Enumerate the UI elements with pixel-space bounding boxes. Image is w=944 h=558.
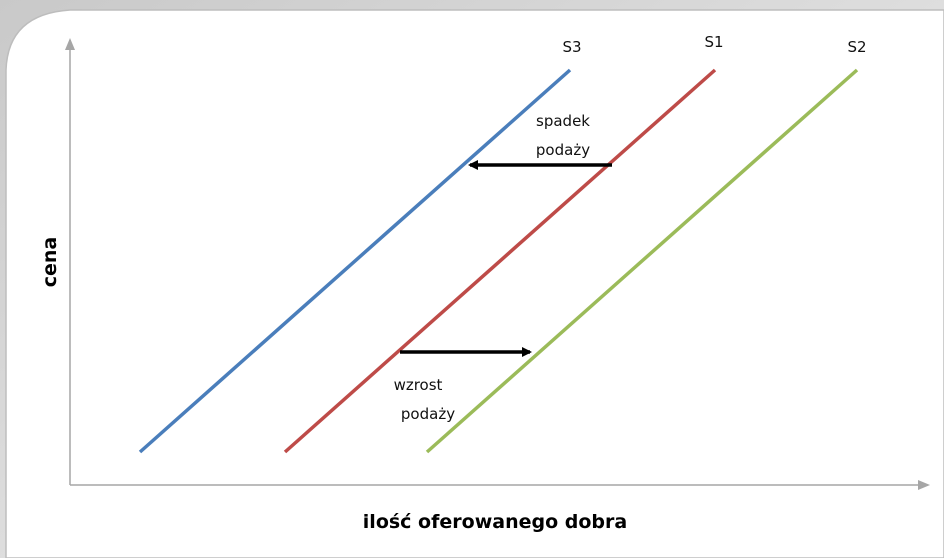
annotation: wzrost [394, 376, 443, 394]
annotation: podaży [401, 405, 455, 423]
curve-label: S1 [704, 33, 723, 51]
curve-label: S3 [562, 38, 581, 56]
supply-curve [283, 68, 717, 454]
curve-label: S2 [847, 38, 866, 56]
y-axis-title: cena [39, 237, 61, 288]
supply-curve [138, 68, 572, 454]
x-axis-title: ilość oferowanego dobra [363, 511, 627, 533]
annotation: podaży [536, 141, 590, 159]
supply-curve [425, 68, 859, 454]
annotation: spadek [536, 112, 590, 130]
